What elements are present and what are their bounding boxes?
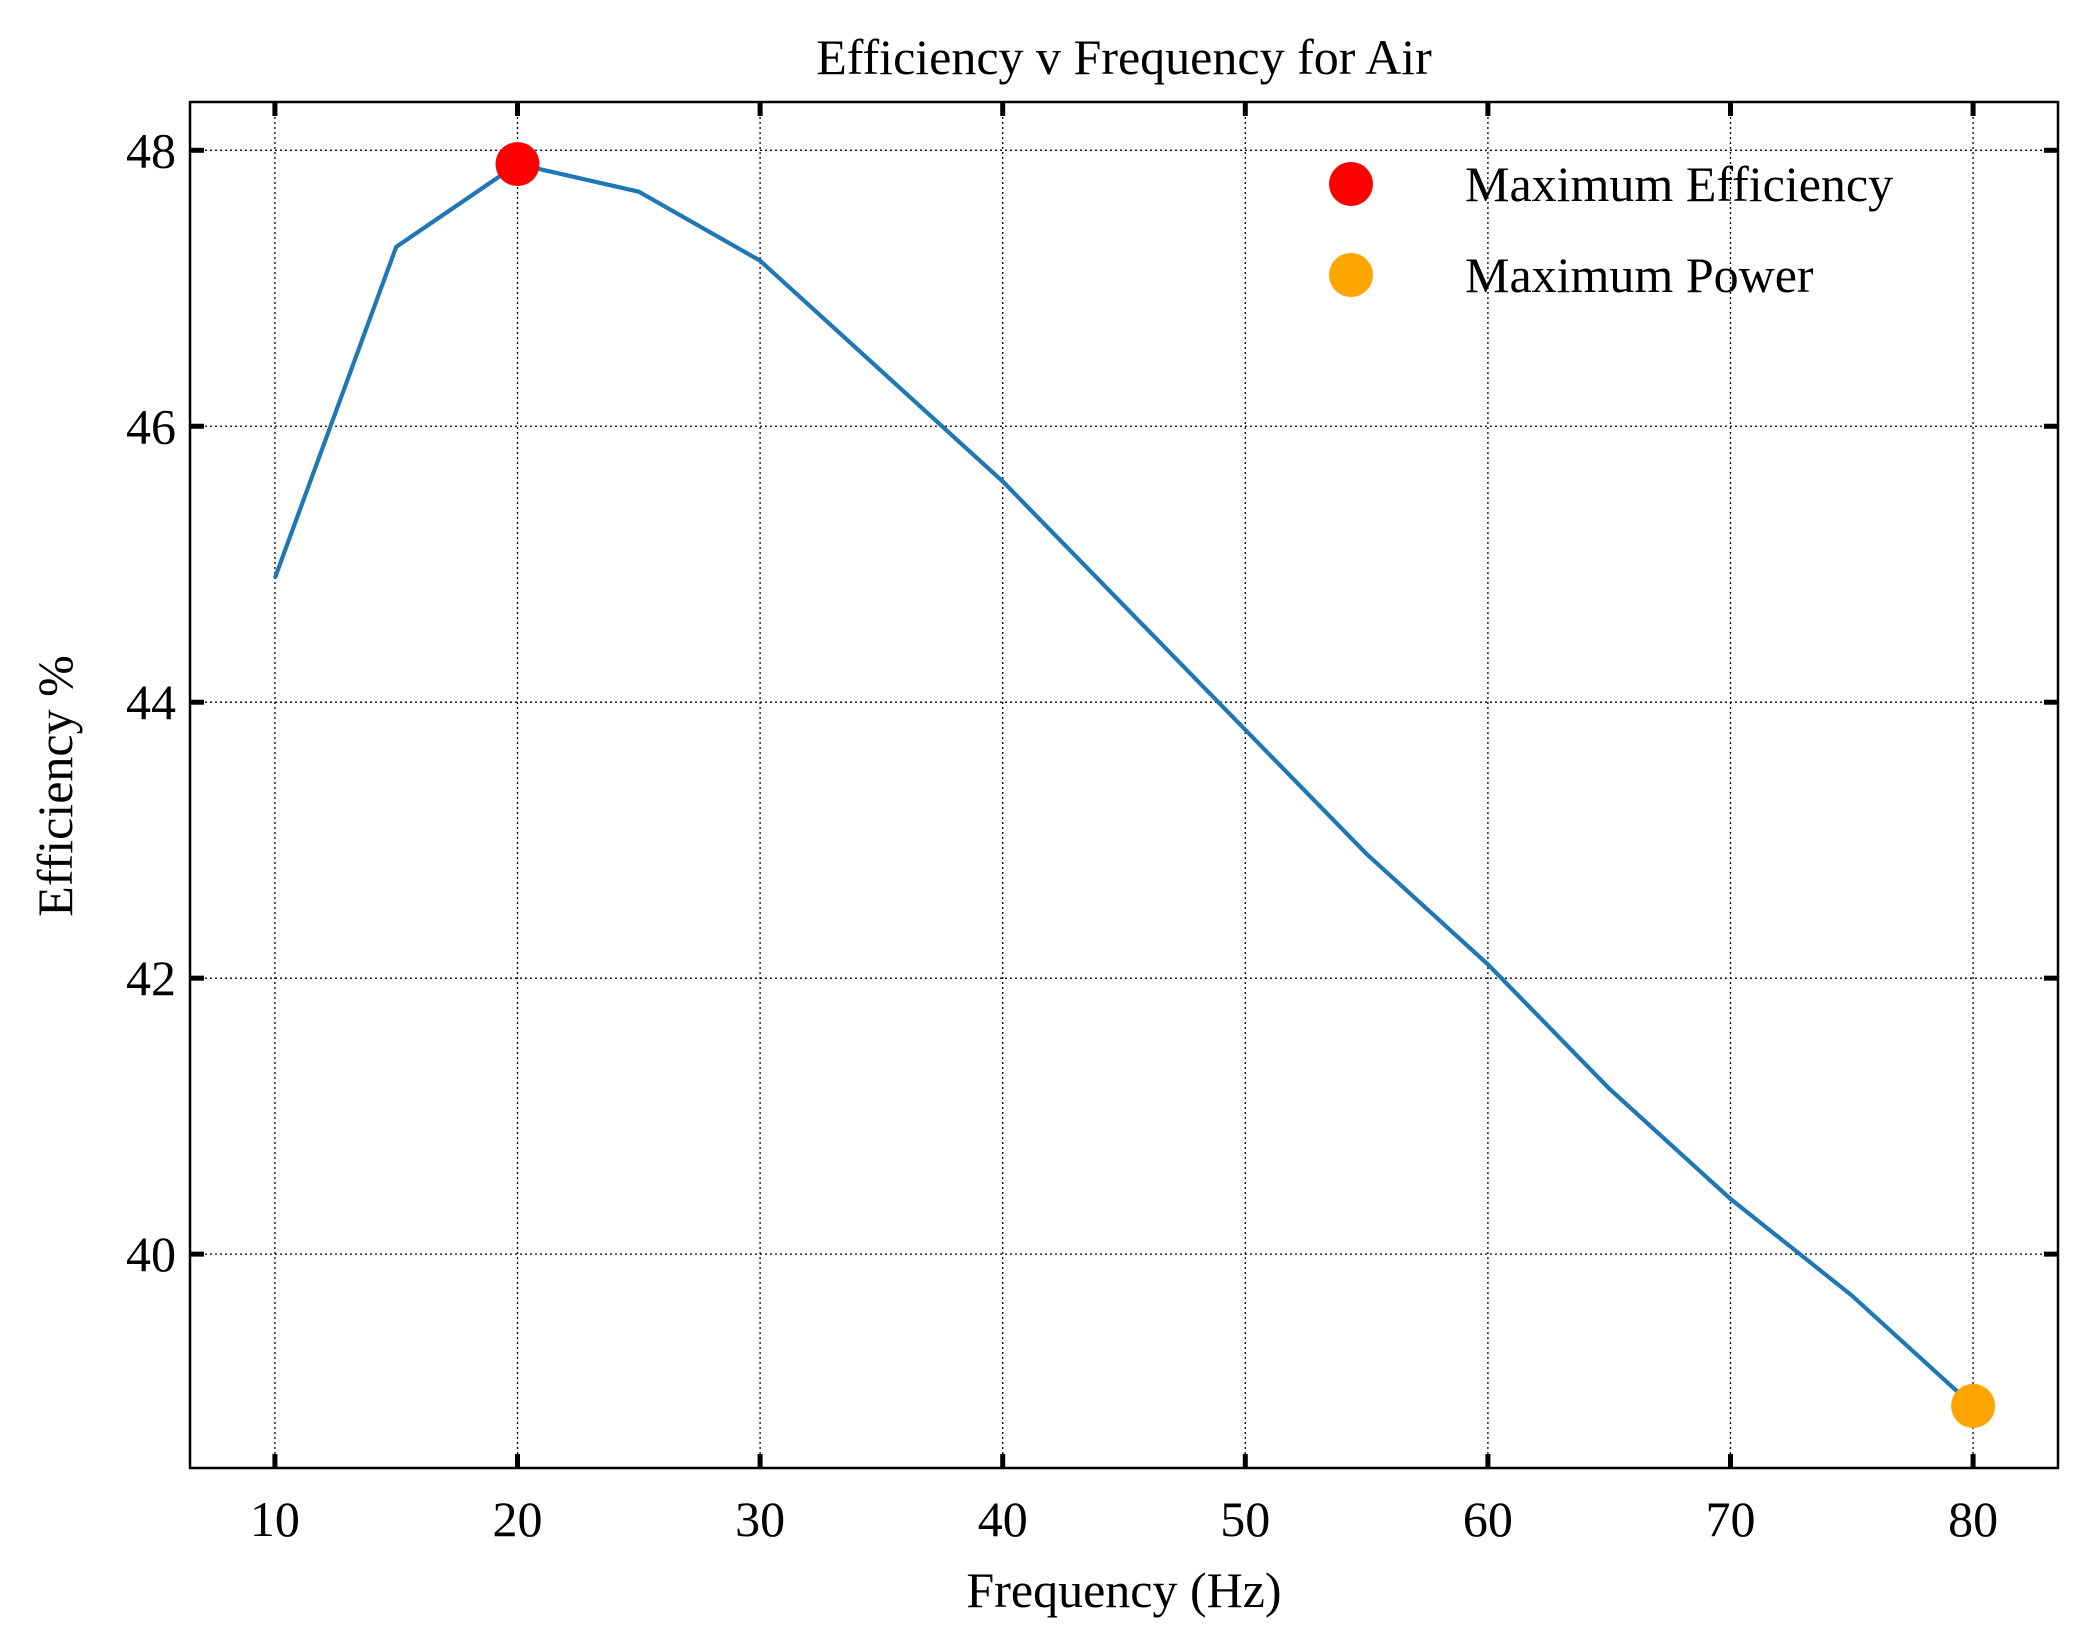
legend-marker (1329, 253, 1373, 297)
marker-group (495, 142, 1996, 1428)
x-tick-label: 30 (735, 1491, 785, 1547)
y-axis-label: Efficiency % (27, 655, 83, 916)
y-tick-label: 48 (126, 122, 176, 178)
x-tick-label: 20 (493, 1491, 543, 1547)
y-tick-label: 42 (126, 950, 176, 1006)
marker-point (1951, 1383, 1996, 1428)
efficiency-line (272, 162, 1975, 1408)
marker-point (495, 142, 540, 187)
legend: Maximum Efficiency Maximum Power (1329, 156, 1893, 303)
chart-title: Efficiency v Frequency for Air (816, 29, 1432, 85)
x-tick-label: 10 (250, 1491, 300, 1547)
legend-label: Maximum Power (1465, 247, 1814, 303)
x-tick-label: 70 (1705, 1491, 1755, 1547)
legend-label: Maximum Efficiency (1465, 156, 1893, 212)
x-tick-label: 50 (1220, 1491, 1270, 1547)
x-tick-label: 40 (978, 1491, 1028, 1547)
x-tick-label: 60 (1463, 1491, 1513, 1547)
ticks-group (190, 102, 2058, 1468)
x-tick-label: 80 (1948, 1491, 1998, 1547)
x-axis-label: Frequency (Hz) (966, 1562, 1281, 1618)
tick-labels-group: 10 20 30 40 50 60 70 80 40 42 44 46 48 (126, 122, 1998, 1547)
y-tick-label: 44 (126, 674, 176, 730)
plot-frame (188, 100, 2060, 1470)
data-line-group (272, 162, 1975, 1408)
y-tick-label: 40 (126, 1226, 176, 1282)
y-tick-label: 46 (126, 398, 176, 454)
legend-marker (1329, 162, 1373, 206)
